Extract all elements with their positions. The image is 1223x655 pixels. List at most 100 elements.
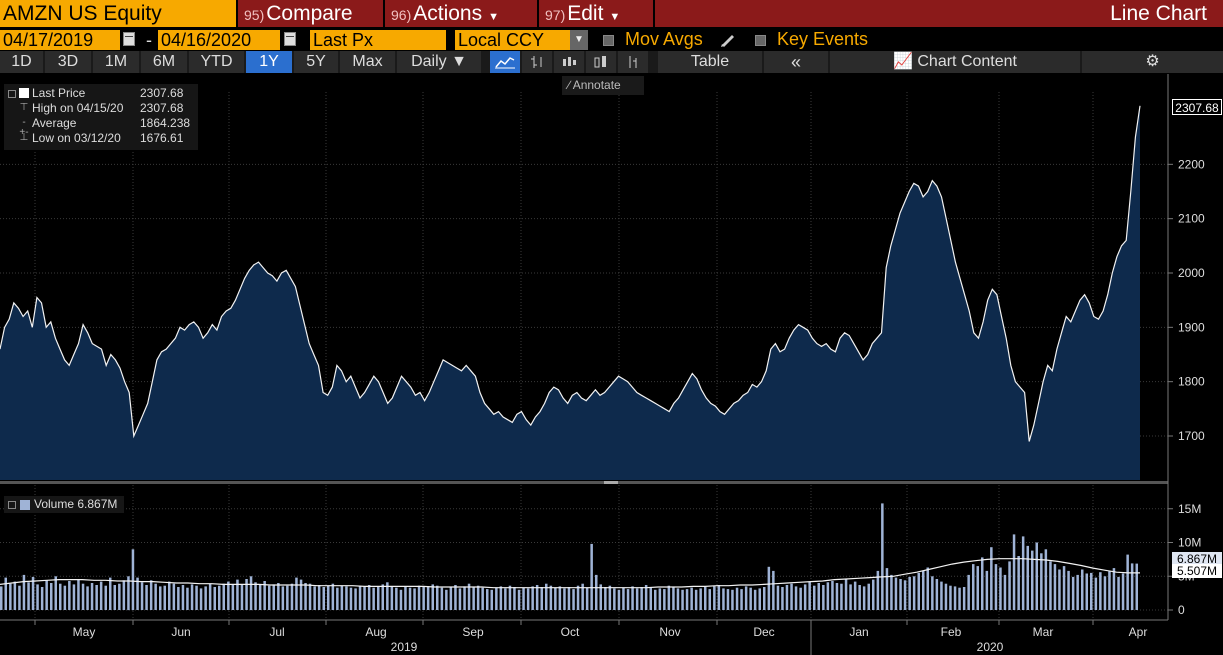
volume-bar xyxy=(840,583,843,610)
line-chart-icon[interactable] xyxy=(490,51,520,73)
compare-num: 95) xyxy=(244,7,265,23)
volume-bar xyxy=(1049,561,1052,610)
candle-icon[interactable] xyxy=(554,51,584,73)
bar-ohlc-icon[interactable] xyxy=(522,51,552,73)
volume-legend-label: Volume 6.867M xyxy=(34,497,118,511)
legend-toggle-icon[interactable] xyxy=(8,501,16,509)
volume-legend[interactable]: Volume 6.867M xyxy=(4,496,124,513)
legend-average[interactable]: -+- Average 1864.238 xyxy=(4,116,198,138)
annotate-label: Annotate xyxy=(572,78,621,92)
volume-bar xyxy=(704,587,707,610)
legend-low[interactable]: ⊥ Low on 03/12/20 1676.61 xyxy=(4,131,198,146)
month-label: Jun xyxy=(171,625,190,639)
range-1m[interactable]: 1M xyxy=(93,51,139,73)
volume-bar xyxy=(390,586,394,610)
mov-avgs-label[interactable]: Mov Avgs xyxy=(625,29,703,49)
range-ytd[interactable]: YTD xyxy=(189,51,244,73)
volume-bar xyxy=(208,583,212,610)
divider-handle[interactable] xyxy=(604,481,618,484)
range-5y[interactable]: 5Y xyxy=(294,51,338,73)
volume-bar xyxy=(417,585,421,610)
legend-high[interactable]: ⊤ High on 04/15/20 2307.68 xyxy=(4,101,198,116)
table-button[interactable]: Table xyxy=(658,51,762,73)
range-1y[interactable]: 1Y xyxy=(246,51,292,73)
volume-bar xyxy=(272,584,275,610)
volume-bar xyxy=(13,581,17,610)
volume-bar xyxy=(922,570,925,610)
volume-bar xyxy=(622,587,625,610)
frequency-label: Daily xyxy=(411,53,447,70)
calendar-icon[interactable] xyxy=(123,32,135,46)
volume-bar xyxy=(876,570,880,610)
volume-bar xyxy=(1090,572,1093,610)
panel-divider[interactable] xyxy=(0,481,1168,484)
volume-bar xyxy=(86,586,89,610)
chart-content-label: Chart Content xyxy=(917,53,1017,70)
volume-bar xyxy=(749,587,752,610)
field-selector[interactable]: Last Px xyxy=(310,30,446,50)
volume-bar xyxy=(9,583,12,610)
legend-label: Last Price xyxy=(32,86,86,100)
range-6m[interactable]: 6M xyxy=(141,51,187,73)
hilo-icon[interactable] xyxy=(618,51,648,73)
chart-content-button[interactable]: 📈 Chart Content xyxy=(830,51,1080,73)
volume-bar xyxy=(572,589,575,610)
toolbar: 1D 3D 1M 6M YTD 1Y 5Y Max Daily ▼ Table … xyxy=(0,51,1223,73)
last-price-tag: 2307.68 xyxy=(1172,99,1222,115)
end-date-field[interactable]: 04/16/2020 xyxy=(158,30,280,50)
volume-bar xyxy=(295,577,298,610)
chevron-down-icon[interactable]: ▼ xyxy=(570,30,588,50)
collapse-button[interactable]: « xyxy=(764,51,828,73)
volume-bar xyxy=(281,586,285,610)
volume-bar xyxy=(962,587,966,610)
month-label: Feb xyxy=(941,625,962,639)
range-3d[interactable]: 3D xyxy=(45,51,91,73)
volume-bar xyxy=(40,587,44,610)
ticker-field[interactable]: AMZN US Equity xyxy=(0,0,236,27)
volume-bar xyxy=(118,583,121,610)
legend-last-price[interactable]: Last Price 2307.68 xyxy=(4,86,198,101)
month-label: Jan xyxy=(849,625,868,639)
volume-bar xyxy=(236,579,239,610)
volume-bar xyxy=(985,570,989,610)
key-events-checkbox[interactable] xyxy=(755,35,766,46)
range-1d[interactable]: 1D xyxy=(0,51,43,73)
volume-bar xyxy=(63,585,67,610)
volume-bar xyxy=(436,585,439,610)
legend-value: 1676.61 xyxy=(140,131,184,145)
edit-menu[interactable]: 97)Edit ▼ xyxy=(539,0,653,27)
volume-bar xyxy=(908,576,911,610)
volume-bar xyxy=(608,585,612,610)
volume-bar xyxy=(1076,574,1079,610)
volume-bar xyxy=(926,567,929,610)
key-events-label[interactable]: Key Events xyxy=(777,29,869,49)
gear-icon[interactable]: ⚙ xyxy=(1082,51,1223,73)
start-date-field[interactable]: 04/17/2019 xyxy=(0,30,120,50)
compare-label: Compare xyxy=(266,2,353,25)
volume-bar xyxy=(694,589,698,611)
pencil-icon[interactable] xyxy=(719,32,737,48)
legend-toggle-icon[interactable] xyxy=(8,90,16,98)
volume-bar xyxy=(163,585,166,610)
frequency-dropdown[interactable]: Daily ▼ xyxy=(397,51,481,73)
volume-bar xyxy=(1094,577,1098,610)
volume-bar xyxy=(127,576,130,611)
currency-selector[interactable]: Local CCY xyxy=(455,30,570,50)
range-max[interactable]: Max xyxy=(340,51,395,73)
month-label: Mar xyxy=(1033,625,1054,639)
compare-button[interactable]: 95)Compare xyxy=(238,0,383,27)
volume-bar xyxy=(822,585,825,610)
volume-bar xyxy=(31,576,35,610)
mov-avgs-checkbox[interactable] xyxy=(603,35,614,46)
calendar-icon[interactable] xyxy=(284,32,296,46)
controls-bar: 04/17/2019 - 04/16/2020 Last Px Local CC… xyxy=(0,28,1223,50)
volume-bar xyxy=(758,588,761,610)
candle-hollow-icon[interactable] xyxy=(586,51,616,73)
volume-bar xyxy=(699,588,702,610)
annotate-icon: ∕ xyxy=(568,78,571,92)
annotate-button[interactable]: ∕ Annotate xyxy=(562,76,644,95)
volume-bar xyxy=(354,588,357,610)
volume-bar xyxy=(18,585,21,610)
actions-menu[interactable]: 96)Actions ▼ xyxy=(385,0,537,27)
volume-bar xyxy=(885,568,889,610)
